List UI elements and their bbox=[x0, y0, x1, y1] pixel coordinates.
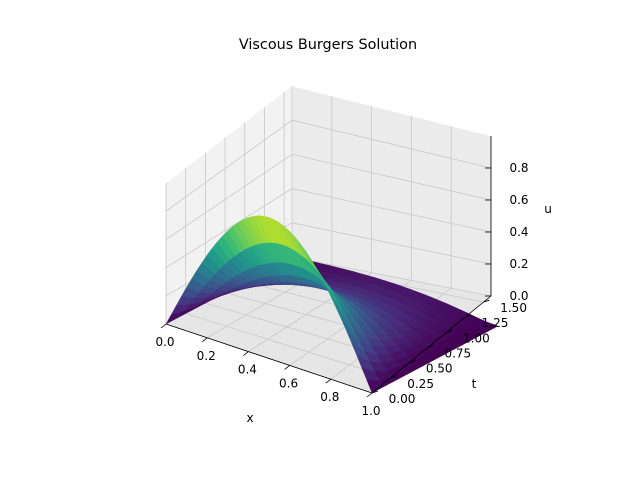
u-axis-label: u bbox=[544, 202, 552, 216]
x-axis-label: x bbox=[246, 411, 253, 425]
grid-line-u bbox=[165, 153, 492, 240]
x-tick-mark bbox=[160, 323, 167, 329]
t-tick-mark bbox=[390, 375, 397, 379]
u-tick-label: 0.6 bbox=[509, 193, 528, 207]
t-tick-mark bbox=[464, 314, 472, 318]
x-tick-mark bbox=[243, 351, 249, 356]
x-tick-mark bbox=[284, 365, 290, 370]
x-tick-label: 0.0 bbox=[155, 335, 174, 349]
t-tick-mark bbox=[483, 299, 490, 303]
surface-mesh bbox=[165, 215, 499, 394]
t-tick-mark bbox=[409, 360, 416, 364]
t-axis-line bbox=[371, 295, 492, 394]
t-tick-label: 1.25 bbox=[482, 316, 509, 330]
t-tick-label: 0.00 bbox=[389, 392, 416, 406]
t-axis-label: t bbox=[472, 377, 477, 391]
surface-patch bbox=[366, 380, 385, 394]
chart-title: Viscous Burgers Solution bbox=[239, 37, 417, 53]
x-tick-label: 0.6 bbox=[279, 376, 298, 390]
u-tick-label: 0.8 bbox=[509, 161, 528, 175]
x-axis-line bbox=[165, 323, 373, 394]
x-tick-label: 1.0 bbox=[361, 404, 380, 418]
t-tick-label: 0.50 bbox=[426, 362, 453, 376]
axis-lines bbox=[165, 136, 492, 394]
x-tick-label: 0.4 bbox=[238, 363, 257, 377]
t-tick-label: 1.00 bbox=[463, 331, 490, 345]
t-tick-mark bbox=[371, 390, 379, 394]
tick-labels: 0.00.20.40.60.81.00.000.250.500.751.001.… bbox=[155, 161, 528, 418]
u-tick-label: 0.4 bbox=[509, 225, 528, 239]
t-tick-mark bbox=[446, 329, 453, 333]
u-tick-label: 0.2 bbox=[509, 257, 528, 271]
x-tick-label: 0.8 bbox=[320, 390, 339, 404]
grid-line-u bbox=[165, 188, 492, 268]
x-tick-label: 0.2 bbox=[197, 349, 216, 363]
grid-line-u bbox=[165, 119, 492, 212]
x-tick-mark bbox=[201, 337, 208, 343]
t-tick-label: 0.75 bbox=[444, 347, 471, 361]
t-tick-label: 1.50 bbox=[500, 301, 527, 315]
t-tick-mark bbox=[427, 345, 434, 348]
u-tick-label: 0.0 bbox=[509, 289, 528, 303]
x-tick-mark bbox=[325, 378, 332, 384]
x-tick-mark bbox=[366, 392, 373, 398]
t-tick-label: 0.25 bbox=[407, 377, 434, 391]
